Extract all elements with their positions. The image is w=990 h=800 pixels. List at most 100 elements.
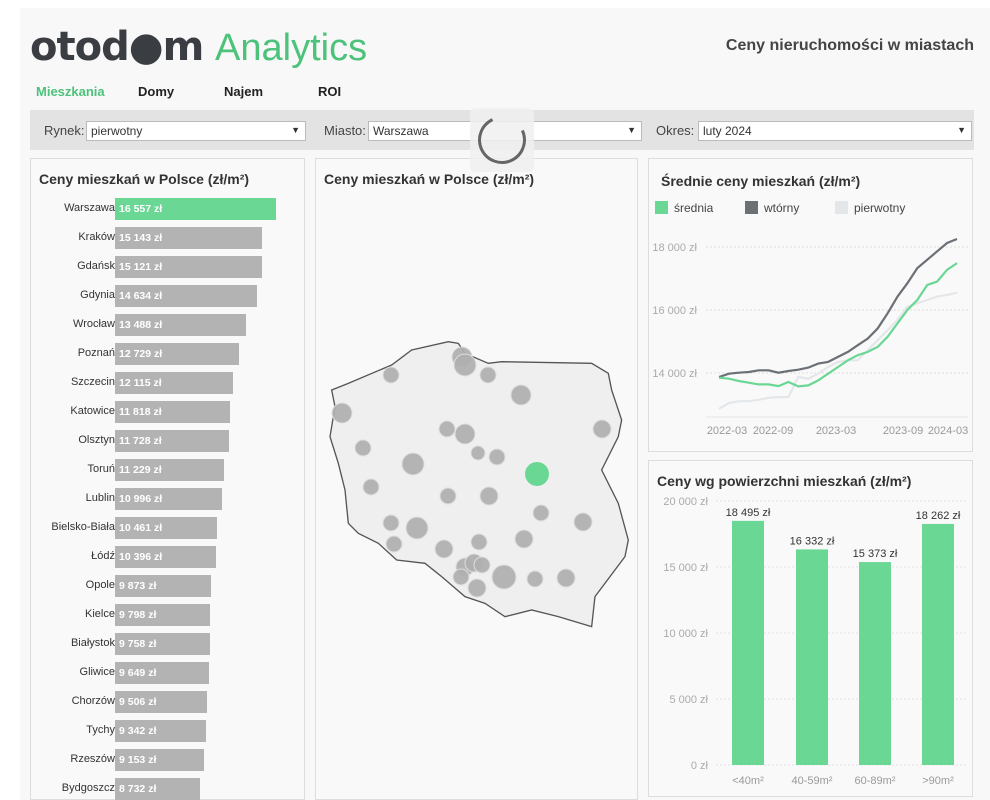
logo[interactable]: otod●m Analytics	[30, 24, 368, 70]
city-marker[interactable]	[382, 514, 400, 532]
city-marker[interactable]	[510, 384, 532, 406]
city-marker-highlighted[interactable]	[525, 462, 549, 486]
city-bar-row[interactable]: Toruń 11 229 zł	[31, 459, 301, 481]
city-bar-row[interactable]: Gdynia 14 634 zł	[31, 285, 301, 307]
city-bar[interactable]	[115, 633, 210, 655]
city-bar-row[interactable]: Bydgoszcz 8 732 zł	[31, 778, 301, 800]
city-bar[interactable]	[115, 546, 217, 568]
city-marker[interactable]	[467, 578, 487, 598]
city-marker[interactable]	[573, 512, 593, 532]
city-bar[interactable]	[115, 285, 258, 307]
city-value-label: 15 121 zł	[119, 261, 163, 273]
city-marker[interactable]	[470, 533, 488, 551]
city-bar[interactable]	[115, 488, 222, 510]
city-bar-row[interactable]: Wrocław 13 488 zł	[31, 314, 301, 336]
city-bar-row[interactable]: Gdańsk 15 121 zł	[31, 256, 301, 278]
city-bar-row[interactable]: Tychy 9 342 zł	[31, 720, 301, 742]
city-bar-row[interactable]: Poznań 12 729 zł	[31, 343, 301, 365]
x-tick-label: 2023-03	[816, 425, 856, 437]
city-marker[interactable]	[479, 366, 497, 384]
city-marker[interactable]	[452, 568, 470, 586]
city-bar-row[interactable]: Olsztyn 11 728 zł	[31, 430, 301, 452]
city-marker[interactable]	[385, 535, 403, 553]
city-marker[interactable]	[453, 353, 477, 377]
logo-pie-icon: ●	[128, 24, 164, 70]
tab-domy[interactable]: Domy	[138, 84, 175, 99]
city-bar[interactable]	[115, 691, 208, 713]
city-marker[interactable]	[454, 423, 476, 445]
bar-value-label: 15 373 zł	[853, 548, 898, 560]
city-bar-row[interactable]: Białystok 9 758 zł	[31, 633, 301, 655]
city-bar-row[interactable]: Kraków 15 143 zł	[31, 227, 301, 249]
city-label: Gdańsk	[77, 260, 115, 272]
city-bar[interactable]	[115, 517, 217, 539]
city-bar-row[interactable]: Kielce 9 798 zł	[31, 604, 301, 626]
city-label: Gliwice	[79, 666, 115, 678]
city-bar-row[interactable]: Gliwice 9 649 zł	[31, 662, 301, 684]
city-marker[interactable]	[526, 570, 544, 588]
city-bar[interactable]	[115, 430, 230, 452]
city-marker[interactable]	[473, 556, 491, 574]
line-series-pierwotny[interactable]	[718, 291, 958, 410]
city-value-label: 11 728 zł	[119, 435, 162, 447]
bar-value-label: 18 495 zł	[726, 507, 771, 519]
city-bar-row[interactable]: Bielsko-Biała 10 461 zł	[31, 517, 301, 539]
city-marker[interactable]	[479, 486, 499, 506]
city-marker[interactable]	[532, 504, 550, 522]
city-marker[interactable]	[434, 539, 454, 559]
city-bar-row[interactable]: Szczecin 12 115 zł	[31, 372, 301, 394]
city-bar[interactable]	[115, 604, 211, 626]
city-marker[interactable]	[438, 420, 456, 438]
city-bar-row[interactable]: Katowice 11 818 zł	[31, 401, 301, 423]
city-label: Miasto:	[324, 123, 366, 138]
city-bar[interactable]	[115, 343, 239, 365]
city-label: Katowice	[70, 405, 115, 417]
size-bar[interactable]	[859, 562, 891, 765]
line-series-wtórny[interactable]	[718, 237, 958, 379]
period-label: Okres:	[656, 123, 695, 138]
city-bar[interactable]	[115, 372, 233, 394]
city-bar[interactable]	[115, 459, 225, 481]
line-series-średnia[interactable]	[718, 262, 958, 388]
city-bar[interactable]	[115, 575, 211, 597]
city-bar[interactable]	[115, 662, 209, 684]
city-bar-row[interactable]: Łódź 10 396 zł	[31, 546, 301, 568]
city-bar[interactable]	[115, 720, 206, 742]
city-bar[interactable]	[115, 198, 276, 220]
city-marker[interactable]	[514, 529, 534, 549]
period-select[interactable]: luty 2024 ▼	[698, 121, 972, 141]
city-bar-row[interactable]: Rzeszów 9 153 zł	[31, 749, 301, 771]
tab-najem[interactable]: Najem	[224, 84, 264, 99]
city-bar[interactable]	[115, 227, 263, 249]
city-label: Rzeszów	[70, 753, 115, 765]
city-marker[interactable]	[401, 452, 425, 476]
city-bar[interactable]	[115, 256, 263, 278]
city-bar-row[interactable]: Lublin 10 996 zł	[31, 488, 301, 510]
city-marker[interactable]	[405, 516, 429, 540]
city-marker[interactable]	[331, 402, 353, 424]
city-bar[interactable]	[115, 778, 200, 800]
city-marker[interactable]	[439, 487, 457, 505]
city-bar[interactable]	[115, 401, 230, 423]
city-bar-row[interactable]: Chorzów 9 506 zł	[31, 691, 301, 713]
tab-mieszkania[interactable]: Mieszkania	[36, 84, 105, 99]
city-marker[interactable]	[592, 419, 612, 439]
city-marker[interactable]	[470, 445, 486, 461]
city-marker[interactable]	[556, 568, 576, 588]
city-bar-row[interactable]: Opole 9 873 zł	[31, 575, 301, 597]
city-bar[interactable]	[115, 749, 204, 771]
city-marker[interactable]	[362, 478, 380, 496]
city-bar-row[interactable]: Warszawa 16 557 zł	[31, 198, 301, 220]
market-select[interactable]: pierwotny ▼	[86, 121, 306, 141]
city-bar[interactable]	[115, 314, 247, 336]
city-marker[interactable]	[488, 448, 506, 466]
size-bar[interactable]	[922, 523, 954, 765]
tab-roi[interactable]: ROI	[318, 84, 342, 99]
size-bar[interactable]	[732, 520, 764, 765]
size-bar[interactable]	[796, 549, 828, 765]
city-marker[interactable]	[382, 366, 400, 384]
city-marker[interactable]	[491, 564, 517, 590]
city-marker[interactable]	[354, 439, 372, 457]
